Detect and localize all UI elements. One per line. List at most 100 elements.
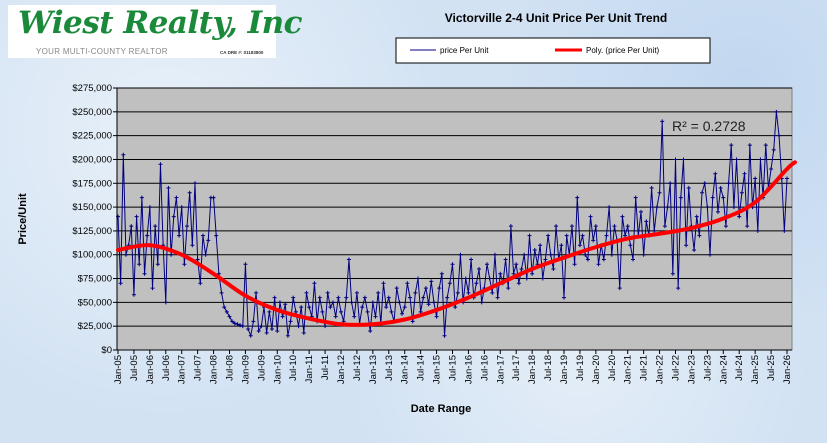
price-per-unit-point bbox=[516, 281, 521, 286]
x-tick-label: Jan-14 bbox=[400, 355, 411, 384]
price-per-unit-point bbox=[434, 314, 439, 319]
price-per-unit-point bbox=[360, 305, 365, 310]
price-per-unit-point bbox=[158, 162, 163, 167]
price-per-unit-point bbox=[633, 195, 638, 200]
price-per-unit-point bbox=[721, 195, 726, 200]
price-per-unit-point bbox=[214, 233, 219, 238]
price-per-unit-point bbox=[450, 262, 455, 267]
price-per-unit-point bbox=[522, 252, 527, 257]
price-per-unit-point bbox=[370, 300, 375, 305]
price-per-unit-point bbox=[755, 228, 760, 233]
price-per-unit-point bbox=[710, 195, 715, 200]
price-per-unit-point bbox=[312, 281, 317, 286]
price-per-unit-point bbox=[200, 233, 205, 238]
price-per-unit-point bbox=[708, 252, 713, 257]
price-per-unit-point bbox=[277, 300, 282, 305]
price-per-unit-point bbox=[238, 323, 243, 328]
price-per-unit-point bbox=[575, 195, 580, 200]
x-tick-label: Jan-11 bbox=[304, 355, 315, 383]
price-per-unit-point bbox=[723, 224, 728, 229]
price-per-unit-point bbox=[458, 252, 463, 257]
price-per-unit-point bbox=[331, 300, 336, 305]
price-per-unit-point bbox=[187, 190, 192, 195]
price-per-unit-point bbox=[585, 257, 590, 262]
price-per-unit-point bbox=[192, 181, 197, 186]
price-per-unit-point bbox=[227, 314, 232, 319]
price-per-unit-point bbox=[485, 262, 490, 267]
logo-tagline: YOUR MULTI-COUNTY REALTOR bbox=[36, 47, 168, 56]
price-per-unit-point bbox=[774, 109, 779, 114]
price-per-unit-point bbox=[524, 276, 529, 281]
x-tick-label: Jul-16 bbox=[479, 355, 490, 381]
price-per-unit-point bbox=[538, 243, 543, 248]
price-per-unit-point bbox=[150, 286, 155, 291]
price-per-unit-point bbox=[333, 314, 338, 319]
price-per-unit-point bbox=[495, 295, 500, 300]
y-tick-label: $100,000 bbox=[72, 250, 112, 261]
price-per-unit-point bbox=[373, 314, 378, 319]
x-tick-label: Jan-12 bbox=[336, 355, 347, 384]
price-per-unit-point bbox=[562, 295, 566, 300]
price-per-unit-point bbox=[431, 300, 436, 305]
price-per-unit-point bbox=[474, 281, 479, 286]
price-per-unit-point bbox=[219, 290, 224, 295]
price-per-unit-point bbox=[758, 157, 763, 162]
price-per-unit-point bbox=[362, 295, 367, 300]
price-per-unit-point bbox=[681, 157, 686, 162]
price-per-unit-point bbox=[676, 286, 681, 291]
x-tick-label: Jul-13 bbox=[384, 355, 395, 381]
price-per-unit-point bbox=[726, 181, 731, 186]
price-per-unit-point bbox=[116, 214, 120, 219]
price-per-unit-point bbox=[660, 119, 665, 124]
price-per-unit-point bbox=[631, 257, 636, 262]
price-per-unit-point bbox=[285, 333, 290, 338]
price-per-unit-point bbox=[269, 327, 274, 332]
price-per-unit-point bbox=[439, 271, 444, 276]
x-tick-label: Jul-24 bbox=[734, 355, 745, 381]
price-per-unit-point bbox=[588, 214, 593, 219]
price-per-unit-point bbox=[328, 305, 333, 310]
price-per-unit-point bbox=[572, 262, 577, 267]
price-per-unit-point bbox=[577, 243, 582, 248]
x-tick-label: Jul-12 bbox=[352, 355, 363, 381]
price-per-unit-point bbox=[299, 305, 304, 310]
price-per-unit-point bbox=[134, 214, 139, 219]
x-tick-label: Jan-26 bbox=[782, 355, 793, 384]
price-per-unit-point bbox=[519, 267, 524, 272]
price-per-unit-point bbox=[429, 279, 434, 284]
price-per-unit-point bbox=[317, 295, 322, 300]
y-tick-label: $125,000 bbox=[72, 226, 112, 237]
polynomial-trendline bbox=[116, 160, 797, 327]
price-per-unit-point bbox=[769, 166, 774, 171]
x-tick-label: Jul-22 bbox=[671, 355, 682, 381]
price-per-unit-point bbox=[715, 209, 720, 214]
price-per-unit-point bbox=[498, 271, 503, 276]
price-per-unit-point bbox=[554, 224, 559, 229]
price-per-unit-point bbox=[668, 181, 673, 186]
price-per-unit-point bbox=[129, 224, 134, 229]
price-per-unit-point bbox=[697, 233, 702, 238]
price-per-unit-point bbox=[479, 300, 484, 305]
price-per-unit-point bbox=[301, 330, 306, 335]
x-tick-label: Jan-21 bbox=[623, 355, 634, 384]
price-per-unit-point bbox=[174, 195, 179, 200]
price-per-unit-point bbox=[185, 224, 190, 229]
price-per-unit-point bbox=[346, 257, 351, 262]
x-tick-label: Jan-18 bbox=[527, 355, 538, 384]
y-tick-label: $150,000 bbox=[72, 202, 112, 213]
price-per-unit-point bbox=[609, 252, 614, 257]
y-tick-label: $200,000 bbox=[72, 154, 112, 165]
price-per-unit-point bbox=[546, 233, 551, 238]
price-per-unit-point bbox=[230, 319, 235, 324]
price-per-unit-point bbox=[177, 233, 182, 238]
price-per-unit-point bbox=[503, 257, 508, 262]
price-per-unit-point bbox=[638, 209, 643, 214]
price-per-unit-point bbox=[694, 214, 699, 219]
price-per-unit-point bbox=[782, 228, 787, 233]
price-per-unit-point bbox=[649, 186, 654, 191]
price-per-unit-point bbox=[596, 262, 601, 267]
price-per-unit-point bbox=[198, 281, 203, 286]
price-per-unit-point bbox=[280, 314, 285, 319]
x-tick-label: Jan-09 bbox=[240, 355, 251, 384]
x-tick-label: Jan-22 bbox=[655, 355, 666, 384]
